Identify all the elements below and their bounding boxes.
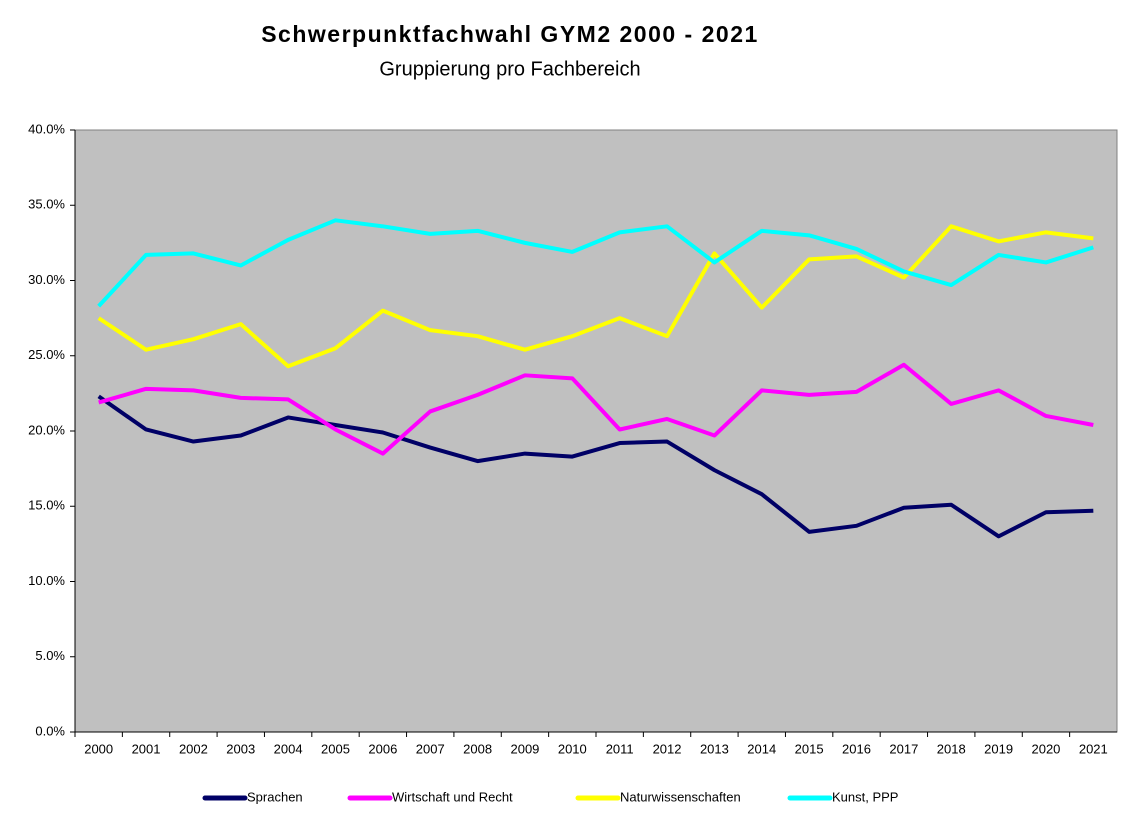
x-tick-label: 2008: [463, 741, 492, 756]
legend-label: Sprachen: [247, 789, 303, 804]
x-tick-label: 2003: [226, 741, 255, 756]
series-line: [97, 218, 1094, 308]
y-tick-label: 30.0%: [28, 272, 65, 287]
x-tick-label: 2021: [1079, 741, 1108, 756]
y-tick-label: 25.0%: [28, 347, 65, 362]
legend-label: Naturwissenschaften: [620, 789, 741, 804]
x-tick-label: 2013: [700, 741, 729, 756]
y-tick-label: 35.0%: [28, 197, 65, 212]
chart-title: Schwerpunktfachwahl GYM2 2000 - 2021: [261, 21, 759, 47]
legend-label: Kunst, PPP: [832, 789, 898, 804]
x-tick-label: 2017: [889, 741, 918, 756]
x-tick-label: 2015: [795, 741, 824, 756]
series-line: [98, 362, 1094, 456]
x-tick-label: 2009: [510, 741, 539, 756]
legend-label: Wirtschaft und Recht: [392, 789, 513, 804]
chart-subtitle: Gruppierung pro Fachbereich: [379, 58, 640, 80]
y-tick-label: 10.0%: [28, 573, 65, 588]
x-tick-label: 2020: [1031, 741, 1060, 756]
x-tick-label: 2012: [653, 741, 682, 756]
x-tick-label: 2005: [321, 741, 350, 756]
x-tick-label: 2000: [84, 741, 113, 756]
y-tick-label: 40.0%: [28, 121, 65, 136]
x-tick-label: 2016: [842, 741, 871, 756]
x-tick-label: 2019: [984, 741, 1013, 756]
x-tick-label: 2018: [937, 741, 966, 756]
series-line: [97, 224, 1094, 369]
x-tick-label: 2007: [416, 741, 445, 756]
x-tick-label: 2011: [606, 741, 634, 756]
y-tick-label: 15.0%: [28, 498, 65, 513]
series-line: [97, 394, 1094, 539]
x-tick-label: 2010: [558, 741, 587, 756]
x-tick-label: 2004: [274, 741, 303, 756]
x-tick-label: 2002: [179, 741, 208, 756]
plot-area: [74, 129, 1118, 733]
x-tick-label: 2014: [747, 741, 776, 756]
x-tick-label: 2001: [132, 741, 161, 756]
y-tick-label: 20.0%: [28, 422, 65, 437]
x-tick-label: 2006: [368, 741, 397, 756]
y-tick-label: 0.0%: [35, 723, 65, 738]
y-tick-label: 5.0%: [35, 648, 65, 663]
